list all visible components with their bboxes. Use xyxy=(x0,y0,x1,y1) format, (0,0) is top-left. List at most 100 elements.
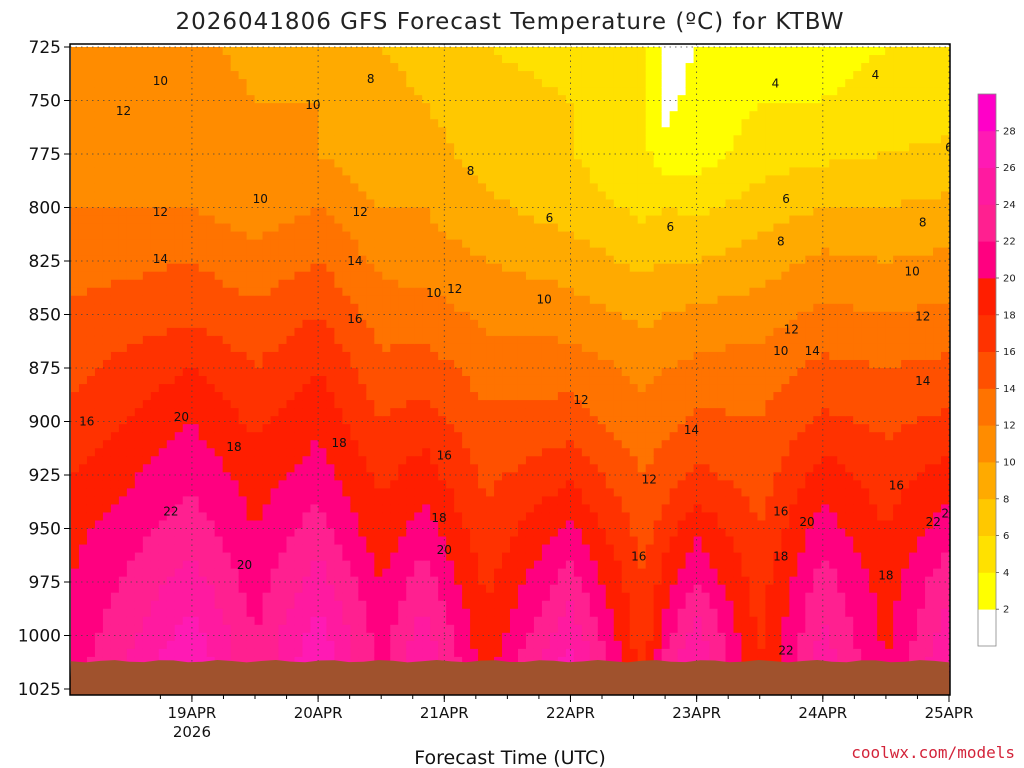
field-cell xyxy=(478,55,487,64)
field-cell xyxy=(278,175,288,185)
field-cell xyxy=(342,432,351,441)
field-cell xyxy=(86,376,96,385)
field-cell xyxy=(358,624,367,634)
field-cell xyxy=(494,608,503,618)
field-cell xyxy=(190,207,200,217)
field-cell xyxy=(94,400,104,409)
field-cell xyxy=(182,343,192,353)
field-cell xyxy=(214,271,224,281)
field-cell xyxy=(230,167,240,177)
field-cell xyxy=(94,311,104,321)
field-cell xyxy=(454,632,463,642)
field-cell xyxy=(318,63,328,72)
field-cell xyxy=(94,287,104,297)
field-cell xyxy=(174,608,184,618)
field-cell xyxy=(318,568,328,578)
field-cell xyxy=(557,127,567,136)
field-cell xyxy=(71,79,80,88)
field-cell xyxy=(541,536,551,546)
field-cell xyxy=(494,191,503,201)
field-cell xyxy=(510,424,519,433)
field-cell xyxy=(454,359,463,369)
field-cell xyxy=(158,111,168,120)
field-cell xyxy=(406,207,415,217)
field-cell xyxy=(166,327,176,337)
field-cell xyxy=(126,640,136,650)
field-cell xyxy=(230,536,240,546)
field-cell xyxy=(94,496,104,506)
field-cell xyxy=(446,632,455,642)
field-cell xyxy=(517,175,527,185)
field-cell xyxy=(126,464,136,473)
field-cell xyxy=(326,295,335,305)
field-cell xyxy=(406,584,415,594)
field-cell xyxy=(398,191,407,201)
field-cell xyxy=(174,343,184,353)
field-cell xyxy=(374,63,383,72)
field-cell xyxy=(374,448,383,457)
field-cell xyxy=(470,440,479,449)
field-cell xyxy=(398,408,407,417)
field-cell xyxy=(366,568,375,578)
field-cell xyxy=(478,440,487,449)
field-cell xyxy=(118,167,128,177)
field-cell xyxy=(342,576,351,586)
field-cell xyxy=(166,608,176,618)
field-cell xyxy=(118,440,128,449)
field-cell xyxy=(494,424,503,433)
field-cell xyxy=(398,472,407,481)
field-cell xyxy=(262,512,272,522)
field-cell xyxy=(494,207,503,217)
field-cell xyxy=(374,584,383,594)
field-cell xyxy=(102,496,112,506)
field-cell xyxy=(382,544,391,554)
field-cell xyxy=(206,624,216,634)
field-cell xyxy=(366,79,375,88)
field-cell xyxy=(198,111,208,120)
field-cell xyxy=(326,279,335,289)
field-cell xyxy=(174,424,184,433)
field-cell xyxy=(214,376,224,385)
field-cell xyxy=(342,464,351,473)
field-cell xyxy=(318,488,328,497)
field-cell xyxy=(71,183,80,193)
field-cell xyxy=(166,368,176,377)
field-cell xyxy=(310,528,320,538)
field-cell xyxy=(565,151,575,160)
field-cell xyxy=(134,584,144,594)
field-cell xyxy=(174,215,184,225)
field-cell xyxy=(94,536,104,546)
field-cell xyxy=(102,400,112,409)
field-cell xyxy=(310,368,320,377)
field-cell xyxy=(334,536,343,546)
field-cell xyxy=(150,127,160,136)
field-cell xyxy=(206,448,216,457)
field-cell xyxy=(350,608,359,618)
field-cell xyxy=(238,408,248,417)
field-cell xyxy=(142,600,152,610)
field-cell xyxy=(430,223,439,233)
field-cell xyxy=(326,640,335,650)
field-cell xyxy=(222,448,232,457)
field-cell xyxy=(398,424,407,433)
field-cell xyxy=(246,520,256,530)
field-cell xyxy=(174,552,184,562)
field-cell xyxy=(318,247,328,257)
field-cell xyxy=(430,504,439,514)
field-cell xyxy=(358,151,367,160)
field-cell xyxy=(334,119,343,128)
field-cell xyxy=(454,79,463,88)
field-cell xyxy=(310,504,320,514)
field-cell xyxy=(502,183,511,193)
field-cell xyxy=(182,199,192,209)
field-cell xyxy=(310,584,320,594)
field-cell xyxy=(446,151,455,160)
field-cell xyxy=(326,191,335,201)
field-cell xyxy=(390,608,399,618)
field-cell xyxy=(430,327,439,337)
field-cell xyxy=(294,327,304,337)
field-cell xyxy=(262,648,272,658)
field-cell xyxy=(110,47,120,56)
field-cell xyxy=(549,223,559,233)
field-cell xyxy=(438,303,447,313)
